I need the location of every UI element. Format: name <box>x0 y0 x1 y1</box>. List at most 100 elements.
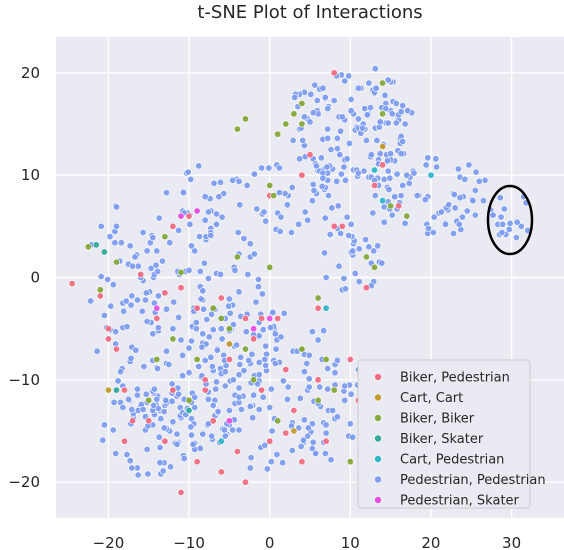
y-tick-label: 20 <box>21 64 40 82</box>
scatter-point <box>432 155 440 163</box>
scatter-point <box>505 225 513 233</box>
scatter-point <box>152 261 160 269</box>
scatter-point <box>169 335 177 343</box>
scatter-point <box>196 444 204 452</box>
scatter-point <box>275 189 283 197</box>
scatter-point <box>341 176 349 184</box>
scatter-point <box>362 284 370 292</box>
scatter-point <box>213 378 221 386</box>
scatter-point <box>177 488 185 496</box>
legend-marker <box>374 414 382 422</box>
scatter-point <box>156 459 164 467</box>
scatter-point <box>266 403 274 411</box>
scatter-point <box>247 454 255 462</box>
scatter-point <box>298 120 306 128</box>
scatter-point <box>266 324 274 332</box>
scatter-point <box>405 179 413 187</box>
scatter-point <box>170 298 178 306</box>
scatter-point <box>455 220 463 228</box>
scatter-point <box>217 437 225 445</box>
scatter-point <box>324 365 332 373</box>
scatter-point <box>225 325 233 333</box>
scatter-point <box>165 360 173 368</box>
scatter-point <box>324 134 332 142</box>
scatter-point <box>322 437 330 445</box>
scatter-point <box>471 211 479 219</box>
scatter-point <box>169 418 177 426</box>
scatter-point <box>321 93 329 101</box>
scatter-point <box>233 125 241 133</box>
scatter-point <box>244 270 252 278</box>
scatter-point <box>369 209 377 217</box>
scatter-point <box>333 134 341 142</box>
scatter-point <box>177 212 185 220</box>
scatter-point <box>142 390 150 398</box>
scatter-point <box>196 267 204 275</box>
scatter-point <box>338 222 346 230</box>
scatter-point <box>104 275 112 283</box>
scatter-point <box>314 294 322 302</box>
scatter-point <box>240 235 248 243</box>
scatter-point <box>188 337 196 345</box>
scatter-point <box>225 355 233 363</box>
scatter-point <box>308 328 316 336</box>
scatter-point <box>235 426 243 434</box>
scatter-point <box>267 458 275 466</box>
scatter-point <box>127 354 135 362</box>
scatter-point <box>235 384 243 392</box>
scatter-point <box>254 275 262 283</box>
scatter-point <box>133 391 141 399</box>
scatter-point <box>282 429 290 437</box>
scatter-point <box>149 234 157 242</box>
scatter-point <box>354 115 362 123</box>
scatter-point <box>125 395 133 403</box>
scatter-point <box>195 362 203 370</box>
legend-label: Biker, Skater <box>400 432 484 447</box>
scatter-point <box>304 432 312 440</box>
scatter-point <box>489 211 497 219</box>
scatter-point <box>100 421 108 429</box>
scatter-point <box>392 100 400 108</box>
scatter-point <box>299 136 307 144</box>
scatter-point <box>200 305 208 313</box>
scatter-point <box>111 239 119 247</box>
scatter-point <box>126 457 134 465</box>
scatter-point <box>199 287 207 295</box>
scatter-point <box>349 433 357 441</box>
scatter-point <box>153 304 161 312</box>
scatter-point <box>367 151 375 159</box>
scatter-point <box>384 76 392 84</box>
scatter-point <box>333 145 341 153</box>
scatter-point <box>371 65 379 73</box>
scatter-point <box>217 314 225 322</box>
scatter-point <box>191 393 199 401</box>
scatter-point <box>320 327 328 335</box>
scatter-point <box>238 405 246 413</box>
scatter-point <box>215 193 223 201</box>
scatter-point <box>290 406 298 414</box>
chart-title: t-SNE Plot of Interactions <box>197 2 422 23</box>
scatter-point <box>225 302 233 310</box>
scatter-point <box>129 417 137 425</box>
scatter-point <box>138 307 146 315</box>
scatter-point <box>218 213 226 221</box>
scatter-point <box>373 136 381 144</box>
scatter-point <box>233 447 241 455</box>
scatter-point <box>314 376 322 384</box>
scatter-point <box>203 315 211 323</box>
scatter-point <box>310 187 318 195</box>
scatter-point <box>185 344 193 352</box>
x-tick-label: −20 <box>93 534 125 550</box>
scatter-point <box>397 150 405 158</box>
scatter-point <box>186 220 194 228</box>
scatter-point <box>298 345 306 353</box>
scatter-point <box>387 150 395 158</box>
scatter-point <box>246 464 254 472</box>
scatter-point <box>129 262 137 270</box>
scatter-point <box>323 163 331 171</box>
scatter-point <box>243 181 251 189</box>
scatter-point <box>250 325 258 333</box>
scatter-point <box>463 207 471 215</box>
scatter-point <box>191 247 199 255</box>
scatter-point <box>175 313 183 321</box>
